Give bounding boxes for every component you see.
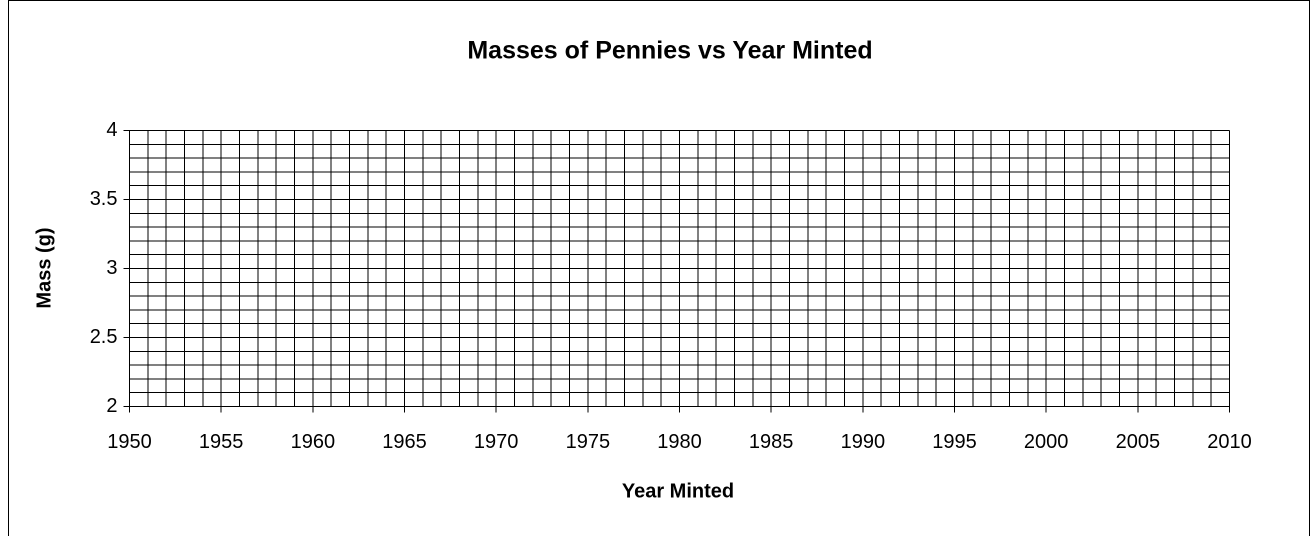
chart-title: Masses of Pennies vs Year Minted — [467, 37, 872, 65]
y-tick-label: 4 — [106, 119, 117, 141]
x-axis-label: Year Minted — [622, 480, 734, 502]
y-tick-label: 3 — [106, 257, 117, 279]
x-tick-label: 2000 — [1024, 431, 1069, 453]
y-tick-label: 3.5 — [90, 188, 118, 210]
x-tick-label: 2005 — [1116, 431, 1161, 453]
x-tick-label: 1985 — [749, 431, 794, 453]
x-tick-label: 2010 — [1207, 431, 1252, 453]
x-tick-label: 1990 — [841, 431, 886, 453]
x-tick-label: 1975 — [566, 431, 611, 453]
x-tick-label: 1950 — [107, 431, 152, 453]
x-tick-label: 1955 — [199, 431, 244, 453]
x-tick-label: 1965 — [382, 431, 427, 453]
x-tick-label: 1960 — [291, 431, 336, 453]
y-tick-label: 2 — [106, 395, 117, 417]
y-axis-label: Mass (g) — [33, 227, 55, 308]
x-tick-label: 1970 — [474, 431, 519, 453]
y-tick-label: 2.5 — [90, 326, 118, 348]
x-tick-label: 1980 — [657, 431, 702, 453]
x-tick-label: 1995 — [932, 431, 977, 453]
